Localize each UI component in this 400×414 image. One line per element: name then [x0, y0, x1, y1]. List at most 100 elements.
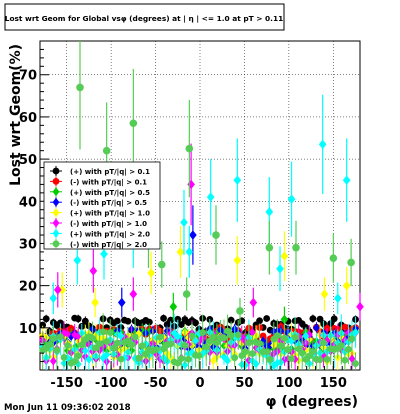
data-point: [52, 197, 60, 207]
data-point: [316, 356, 324, 364]
legend-label: (+) with pT/|q| > 0.1: [70, 168, 150, 177]
data-point: [233, 255, 242, 266]
data-point: [291, 333, 299, 341]
data-point: [103, 338, 111, 345]
data-point: [167, 340, 175, 348]
data-point: [249, 297, 258, 308]
data-point: [113, 317, 121, 325]
data-point: [256, 317, 263, 325]
data-point: [52, 208, 60, 217]
legend-label: (+) with pT/|q| > 0.5: [70, 189, 150, 198]
data-point: [220, 334, 228, 342]
y-tick-label: 10: [19, 322, 37, 337]
data-point: [323, 355, 331, 363]
data-point: [280, 251, 289, 261]
data-point: [176, 247, 185, 257]
data-point: [60, 328, 68, 338]
data-point: [60, 353, 68, 361]
data-point: [302, 331, 310, 341]
legend-label: (+) with pT/|q| > 2.0: [70, 230, 150, 239]
data-point: [182, 290, 191, 298]
data-point: [265, 243, 274, 252]
data-point: [316, 315, 324, 323]
data-point: [91, 297, 99, 308]
data-point: [89, 266, 98, 276]
data-point: [238, 317, 246, 325]
data-point: [180, 217, 188, 228]
data-point: [195, 352, 203, 360]
data-point: [71, 357, 79, 365]
y-tick-label: 50: [19, 153, 37, 168]
data-point: [245, 339, 253, 347]
data-point: [153, 345, 160, 353]
legend: (+) with pT/|q| > 0.1(-) with pT/|q| > 0…: [43, 161, 161, 250]
data-point: [74, 331, 82, 341]
x-tick-label: 50: [235, 376, 253, 391]
data-point: [292, 243, 300, 252]
data-point: [263, 315, 271, 322]
data-point: [53, 285, 62, 295]
data-point: [199, 329, 207, 336]
data-point: [276, 263, 284, 274]
data-point: [52, 240, 60, 248]
title-box: [4, 3, 285, 31]
data-point: [288, 355, 295, 363]
legend-box: [43, 161, 161, 250]
data-point: [284, 346, 292, 353]
data-point: [192, 319, 199, 327]
data-point: [287, 194, 296, 204]
data-point: [102, 146, 111, 155]
data-point: [53, 347, 61, 354]
data-point: [74, 352, 82, 360]
data-point: [57, 333, 64, 341]
data-point: [52, 167, 60, 175]
data-point: [167, 316, 175, 324]
y-axis-label: Lost wrt Geom(%): [8, 44, 24, 186]
data-point: [266, 356, 274, 363]
legend-label: (-) with pT/|q| > 1.0: [70, 220, 147, 229]
data-point: [49, 293, 58, 304]
data-point: [181, 341, 189, 349]
data-point: [238, 332, 246, 342]
data-point: [281, 334, 288, 342]
data-point: [160, 314, 167, 322]
data-point: [330, 315, 338, 323]
data-point: [189, 230, 197, 240]
data-point: [234, 331, 242, 339]
data-point: [209, 356, 217, 366]
data-point: [177, 355, 185, 362]
x-tick-label: 150: [320, 376, 347, 391]
data-point: [96, 340, 103, 348]
timestamp: Mon Jun 11 09:36:02 2018: [4, 403, 131, 413]
data-point: [356, 301, 364, 312]
data-point: [74, 315, 82, 323]
data-point: [277, 342, 285, 350]
data-point: [156, 333, 164, 341]
data-point: [309, 348, 317, 355]
data-point: [224, 356, 231, 365]
data-point: [227, 332, 235, 339]
legend-label: (-) with pT/|q| > 0.1: [70, 178, 147, 187]
data-point: [73, 255, 82, 266]
axis-ticks: -150 -100 -50 0 50 100 150 10 20 30 40 50 60 70: [19, 48, 361, 391]
data-point: [256, 340, 263, 347]
x-tick-label: -100: [95, 376, 128, 391]
data-point: [145, 318, 153, 326]
data-point: [169, 301, 178, 312]
legend-label: (+) with pT/|q| > 1.0: [70, 210, 150, 219]
data-point: [252, 359, 260, 369]
data-point: [103, 350, 111, 360]
data-point: [347, 258, 355, 267]
data-point: [348, 354, 356, 364]
data-point: [52, 229, 60, 238]
x-tick-label: 0: [195, 376, 204, 391]
data-point: [345, 345, 352, 353]
legend-label: (-) with pT/|q| > 0.5: [70, 199, 147, 208]
data-point: [76, 83, 84, 92]
data-point: [185, 144, 194, 153]
data-point: [188, 348, 196, 357]
data-point: [270, 361, 278, 371]
data-point: [263, 348, 271, 356]
data-point: [320, 339, 327, 347]
